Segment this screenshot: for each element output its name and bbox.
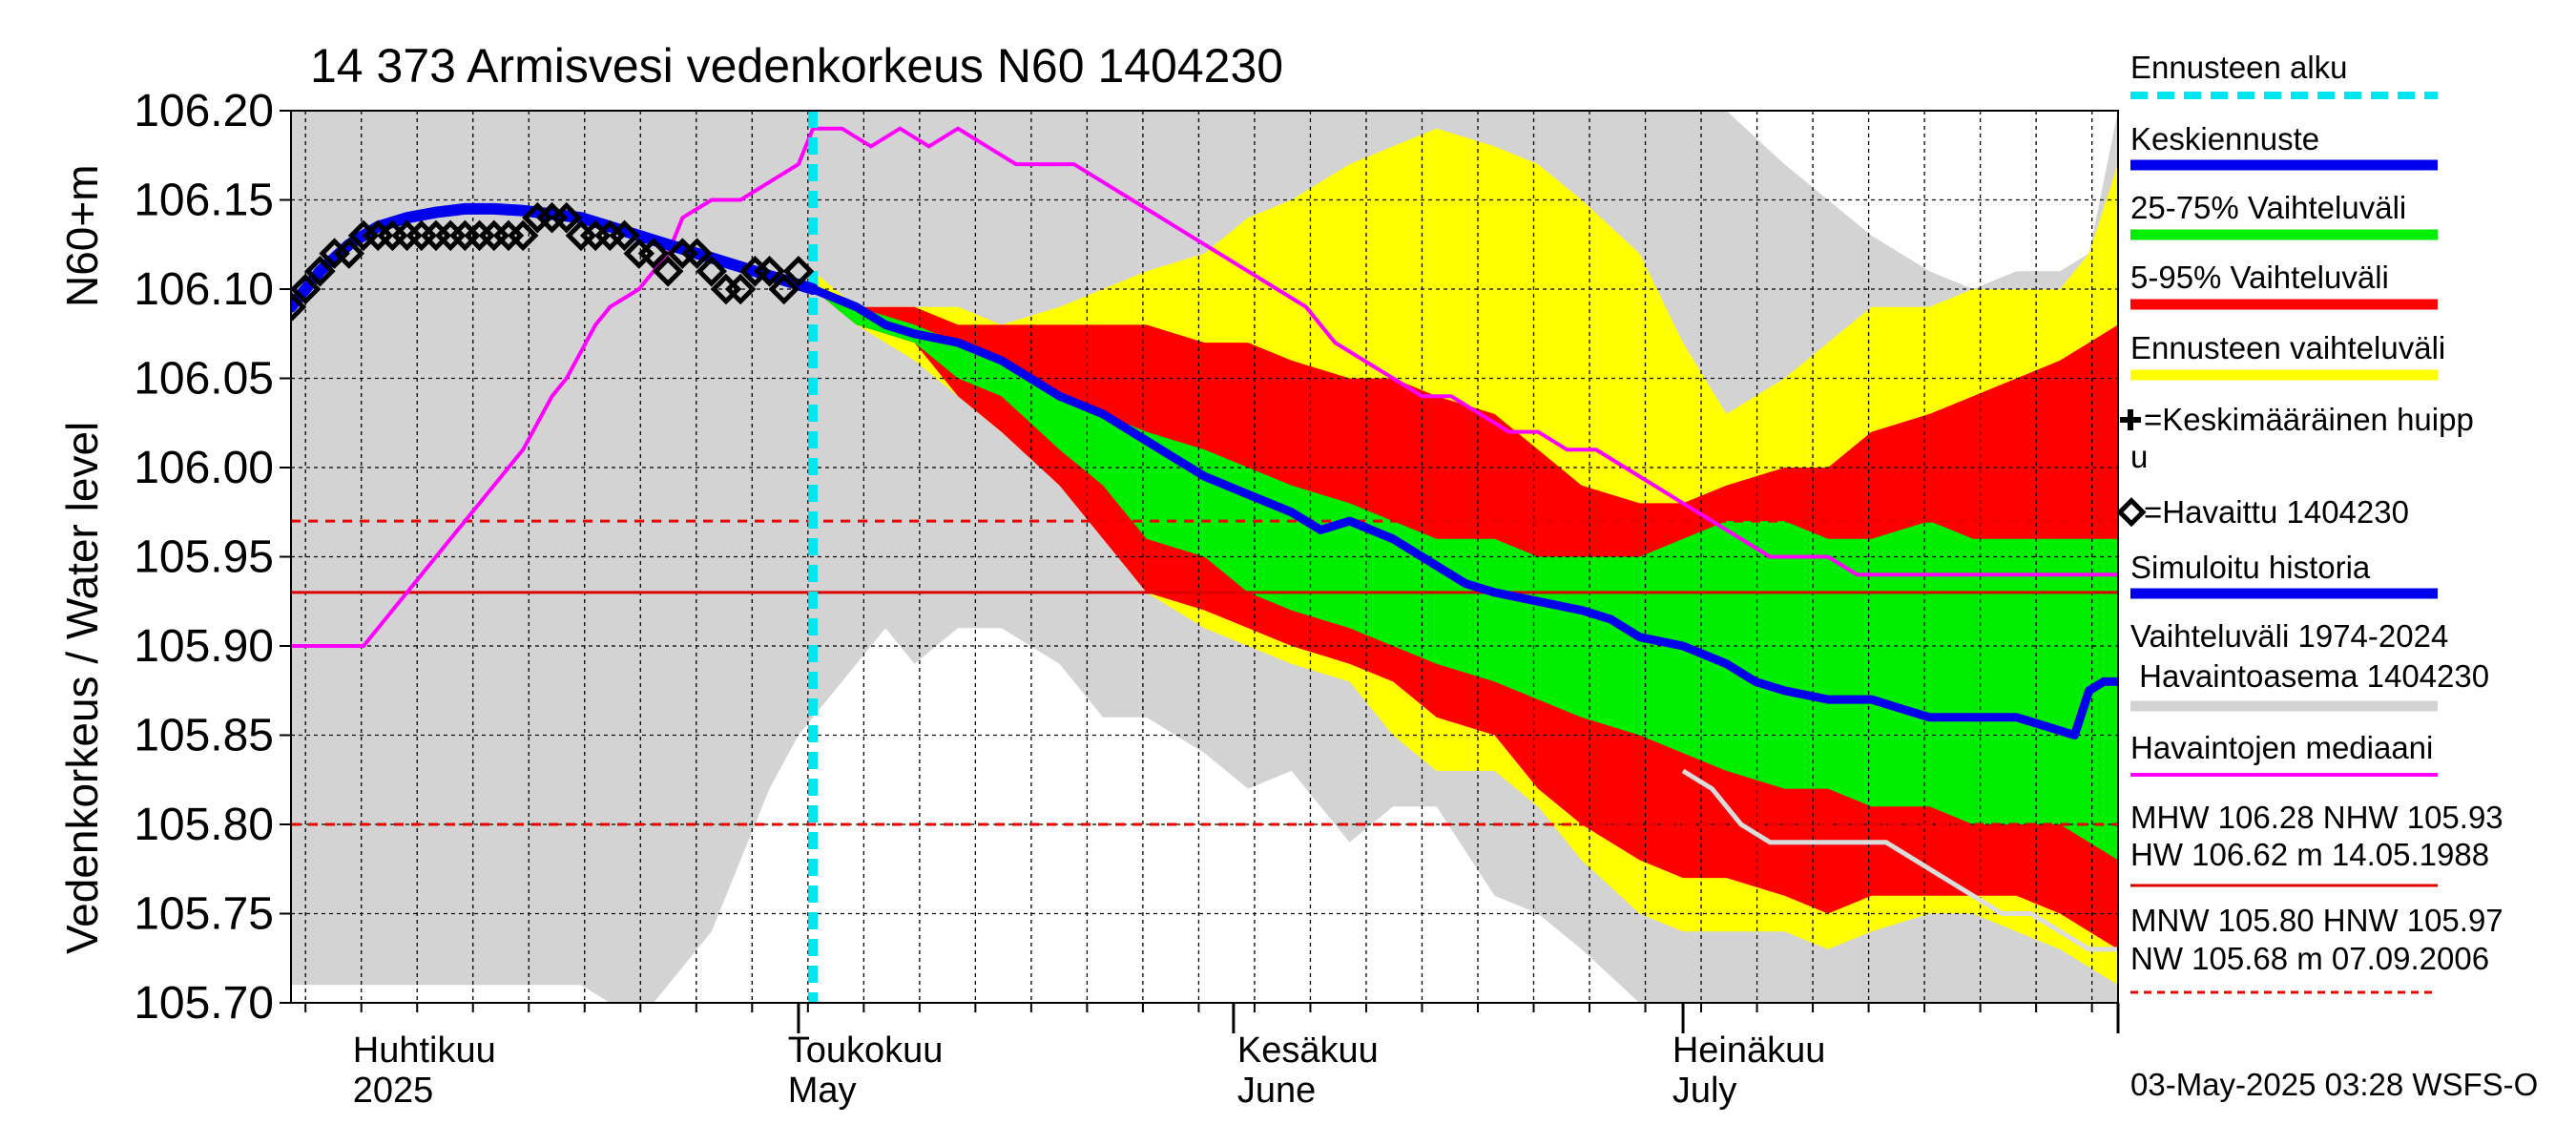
observed-marker [609, 219, 640, 252]
legend-median-label: Havaintojen mediaani [2130, 730, 2433, 765]
observed-marker [724, 273, 757, 305]
chart-title: 14 373 Armisvesi vedenkorkeus N60 140423… [310, 39, 1283, 93]
historical-lower-line [1681, 768, 2118, 952]
observed-marker [551, 201, 583, 234]
observed-marker [652, 256, 684, 287]
y-axis-unit-label: N60+m [57, 164, 107, 307]
y-tick-label: 106.05 [134, 354, 274, 405]
diamond-icon [2116, 497, 2147, 528]
y-tick-label: 106.20 [134, 86, 274, 136]
legend-mean-peak-label: =Keskimääräinen huipp [2144, 402, 2474, 437]
plus-icon [2120, 409, 2141, 430]
y-tick-label: 105.90 [134, 621, 274, 672]
x-month-label: Huhtikuu [353, 1030, 496, 1071]
observed-marker [768, 273, 800, 305]
observed-marker [304, 256, 336, 287]
y-tick-label: 105.70 [134, 978, 274, 1029]
x-month-sublabel: July [1672, 1071, 1737, 1111]
x-month-label: Kesäkuu [1237, 1030, 1379, 1071]
legend-mean-forecast-label: Keskiennuste [2130, 121, 2319, 156]
y-tick-label: 105.85 [134, 711, 274, 761]
y-tick-label: 105.75 [134, 889, 274, 940]
observed-marker [782, 256, 815, 287]
mean-forecast-line [811, 284, 2118, 739]
observed-marker [333, 238, 365, 269]
reference-lines [291, 519, 2118, 826]
legend-nw-label: NW 105.68 m 07.09.2006 [2130, 941, 2489, 976]
legend-observed-label: =Havaittu 1404230 [2144, 494, 2409, 530]
legend-hw-label: HW 106.62 m 14.05.1988 [2130, 837, 2489, 872]
observed-marker [291, 291, 307, 323]
legend-mnw-label: MNW 105.80 HNW 105.97 [2130, 903, 2503, 938]
x-month-label: Toukokuu [788, 1030, 944, 1071]
y-tick-label: 106.10 [134, 264, 274, 315]
x-month-sublabel: May [788, 1071, 857, 1111]
legend-range-25-75-label: 25-75% Vaihteluväli [2130, 190, 2406, 225]
legend: Ennusteen alku Keskiennuste 25-75% Vaiht… [2116, 50, 2538, 1102]
legend-range-5-95-label: 5-95% Vaihteluväli [2130, 260, 2389, 295]
observed-markers [291, 201, 815, 323]
legend-forecast-start-label: Ennusteen alku [2130, 50, 2348, 85]
observed-marker [507, 219, 539, 252]
grid-lines [291, 111, 2118, 1003]
y-axis-label: Vedenkorkeus / Water level [57, 422, 107, 954]
observed-marker [696, 256, 728, 287]
x-month-sublabel: June [1237, 1071, 1316, 1111]
observed-marker [291, 273, 322, 305]
x-month-label: Heinäkuu [1672, 1030, 1826, 1071]
y-tick-label: 105.95 [134, 532, 274, 583]
observed-marker [754, 256, 785, 287]
legend-mhw-label: MHW 106.28 NHW 105.93 [2130, 800, 2503, 835]
median-line [291, 126, 2118, 648]
footer-timestamp: 03-May-2025 03:28 WSFS-O [2130, 1067, 2538, 1102]
legend-simulated-label: Simuloitu historia [2130, 550, 2371, 585]
legend-hist-station-label: Havaintoasema 1404230 [2130, 658, 2489, 694]
x-month-sublabel: 2025 [353, 1071, 434, 1111]
observed-marker [637, 238, 670, 269]
y-tick-label: 105.80 [134, 800, 274, 850]
y-tick-label: 106.00 [134, 443, 274, 493]
legend-hist-range-label: Vaihteluväli 1974-2024 [2130, 618, 2448, 654]
legend-forecast-range-label: Ennusteen vaihteluväli [2130, 330, 2445, 365]
y-tick-label: 106.15 [134, 176, 274, 226]
observed-marker [681, 238, 713, 269]
y-axis: 106.20 106.15 106.10 106.05 106.00 105.95 105.… [134, 86, 291, 1029]
legend-mean-peak-label-cont: u [2130, 439, 2148, 474]
